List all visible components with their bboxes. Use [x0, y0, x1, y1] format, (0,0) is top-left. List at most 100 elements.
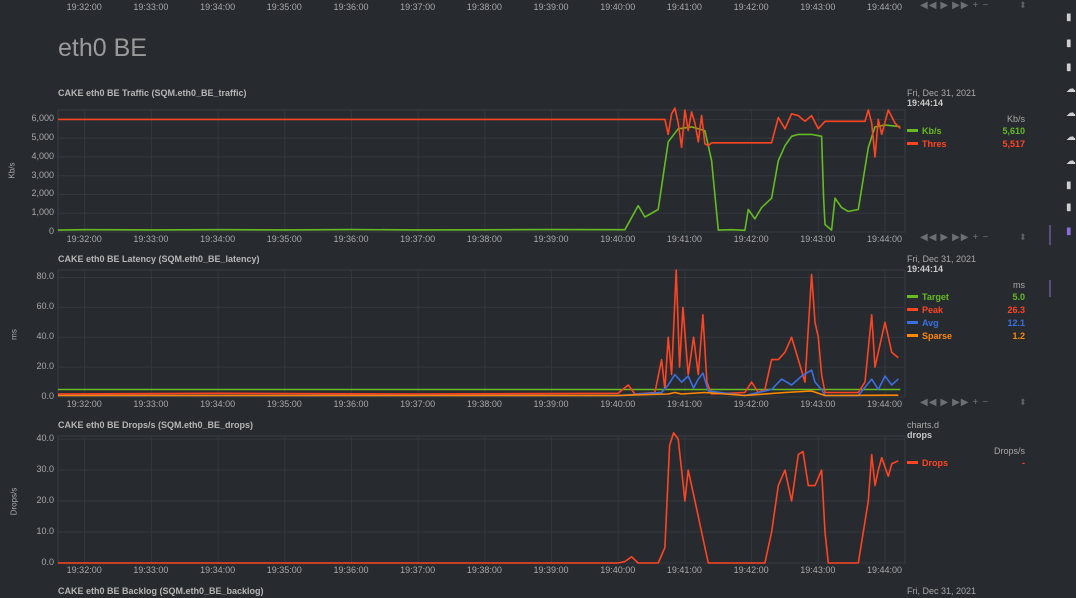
rewind-icon[interactable]: ◀◀ — [920, 0, 938, 11]
sidebar-cloud-icon[interactable]: ☁ — [1066, 108, 1076, 119]
x-tick-label: 19:32:00 — [66, 399, 102, 409]
x-tick-label: 19:42:00 — [733, 234, 769, 244]
x-tick-label: 19:43:00 — [800, 399, 836, 409]
y-tick-label: 5,000 — [31, 132, 54, 143]
y-axis-label-drops: Drops/s — [9, 487, 19, 516]
x-tick-label: 19:33:00 — [133, 399, 169, 409]
legend-units: Kb/s — [1006, 114, 1025, 124]
zoom-out-icon[interactable]: − — [982, 232, 990, 243]
sidebar-cloud-icon[interactable]: ☁ — [1066, 156, 1076, 167]
x-tick-label: 19:38:00 — [466, 565, 502, 575]
fast-forward-icon[interactable]: ▶▶ — [952, 397, 970, 408]
rewind-icon[interactable]: ◀◀ — [920, 232, 938, 243]
x-tick-label: 19:32:00 — [66, 2, 102, 12]
fast-forward-icon[interactable]: ▶▶ — [952, 232, 970, 243]
x-tick-label: 19:41:00 — [666, 2, 702, 12]
y-tick-label: 4,000 — [31, 150, 54, 161]
legend-item-avg[interactable]: Avg 12.1 — [907, 316, 1025, 329]
x-tick-label: 19:44:00 — [866, 399, 903, 409]
fast-forward-icon[interactable]: ▶▶ — [952, 0, 970, 11]
chart-0 — [57, 107, 906, 233]
sidebar-cloud-icon[interactable]: ☁ — [1066, 132, 1076, 143]
sidebar-chart-icon[interactable]: ▮ — [1066, 180, 1072, 191]
chart-title-drops: CAKE eth0 BE Drops/s (SQM.eth0_BE_drops) — [58, 420, 254, 430]
toolbar-traffic: ◀◀ ▶ ▶▶ + − — [920, 232, 992, 243]
y-tick-label: 60.0 — [36, 301, 54, 312]
rewind-icon[interactable]: ◀◀ — [920, 397, 938, 408]
x-tick-label: 19:37:00 — [400, 399, 436, 409]
x-tick-label: 19:40:00 — [600, 234, 636, 244]
legend-item-kbs[interactable]: Kb/s 5,610 — [907, 124, 1025, 137]
x-tick-label: 19:38:00 — [466, 2, 502, 12]
legend-family: drops — [907, 430, 933, 440]
x-tick-label: 19:38:00 — [466, 234, 502, 244]
x-tick-label: 19:39:00 — [533, 2, 569, 12]
series-line-kbs — [57, 124, 901, 232]
y-tick-label: 20.0 — [36, 495, 54, 506]
x-tick-label: 19:36:00 — [333, 234, 369, 244]
x-tick-label: 19:43:00 — [800, 234, 836, 244]
sidebar-server-icon[interactable]: ▮ — [1066, 62, 1072, 73]
x-tick-label: 19:42:00 — [733, 565, 769, 575]
legend-date: Fri, Dec 31, 2021 — [907, 254, 977, 264]
legend-date: Fri, Dec 31, 2021 — [907, 586, 977, 596]
x-tick-label: 19:43:00 — [800, 2, 836, 12]
x-tick-label: 19:33:00 — [133, 565, 169, 575]
x-tick-label: 19:36:00 — [333, 565, 369, 575]
x-tick-label: 19:40:00 — [600, 565, 636, 575]
legend-date: Fri, Dec 31, 2021 — [907, 88, 977, 98]
page-title: eth0 BE — [58, 34, 147, 62]
legend-source: charts.d — [907, 420, 940, 430]
resize-handle-icon[interactable]: ⬍ — [1019, 397, 1027, 407]
x-tick-label: 19:41:00 — [666, 234, 702, 244]
zoom-in-icon[interactable]: + — [972, 232, 980, 243]
legend-item-sparse[interactable]: Sparse 1.2 — [907, 329, 1025, 342]
x-tick-label: 19:32:00 — [66, 565, 102, 575]
x-tick-label: 19:36:00 — [333, 399, 369, 409]
play-icon[interactable]: ▶ — [940, 232, 950, 243]
zoom-out-icon[interactable]: − — [982, 397, 990, 408]
x-tick-label: 19:34:00 — [200, 2, 236, 12]
chart-title-traffic: CAKE eth0 BE Traffic (SQM.eth0_BE_traffi… — [58, 88, 247, 98]
x-tick-label: 19:40:00 — [600, 2, 636, 12]
legend-item-target[interactable]: Target 5.0 — [907, 290, 1025, 303]
legend-units: ms — [1013, 280, 1025, 290]
legend-item-drops[interactable]: Drops - — [907, 456, 1025, 469]
legend-latency: Fri, Dec 31, 2021 19:44:14 ms Target 5.0 … — [907, 254, 1025, 342]
y-tick-label: 20.0 — [36, 361, 54, 372]
y-tick-label: 10.0 — [36, 526, 54, 537]
resize-handle-icon[interactable]: ⬍ — [1019, 232, 1027, 242]
x-tick-label: 19:39:00 — [533, 399, 569, 409]
play-icon[interactable]: ▶ — [940, 0, 950, 11]
resize-handle-icon[interactable]: ⬍ — [1019, 0, 1027, 10]
x-tick-label: 19:32:00 — [66, 234, 102, 244]
legend-time: 19:44:14 — [907, 98, 944, 108]
sidebar-cloud-icon[interactable]: ☁ — [1066, 84, 1076, 95]
x-tick-label: 19:38:00 — [466, 399, 502, 409]
y-axis-label-traffic: Kb/s — [7, 162, 17, 179]
sidebar-active-icon[interactable]: ▮ — [1066, 226, 1072, 237]
legend-item-peak[interactable]: Peak 26.3 — [907, 303, 1025, 316]
series-line-peak — [57, 269, 899, 395]
y-tick-label: 2,000 — [31, 188, 54, 199]
zoom-out-icon[interactable]: − — [982, 0, 990, 11]
legend-item-thres[interactable]: Thres 5,517 — [907, 137, 1025, 150]
legend-traffic: Fri, Dec 31, 2021 19:44:14 Kb/s Kb/s 5,61… — [907, 88, 1025, 150]
y-tick-label: 30.0 — [36, 464, 54, 475]
y-tick-label: 80.0 — [36, 271, 54, 282]
sidebar-flag-icon[interactable]: ▮ — [1066, 12, 1072, 23]
y-tick-label: 0.0 — [41, 391, 54, 401]
x-tick-label: 19:42:00 — [733, 399, 769, 409]
sidebar-shield-icon[interactable]: ▮ — [1066, 202, 1072, 213]
legend-backlog: Fri, Dec 31, 2021 — [907, 586, 1025, 596]
series-line-avg — [58, 369, 899, 397]
sidebar-box-icon[interactable]: ▮ — [1066, 38, 1072, 49]
x-tick-label: 19:40:00 — [600, 399, 636, 409]
play-icon[interactable]: ▶ — [940, 397, 950, 408]
zoom-in-icon[interactable]: + — [972, 397, 980, 408]
x-tick-label: 19:35:00 — [266, 2, 302, 12]
chart-title-latency: CAKE eth0 BE Latency (SQM.eth0_BE_latenc… — [58, 254, 260, 264]
x-tick-label: 19:35:00 — [266, 399, 302, 409]
zoom-in-icon[interactable]: + — [972, 0, 980, 11]
